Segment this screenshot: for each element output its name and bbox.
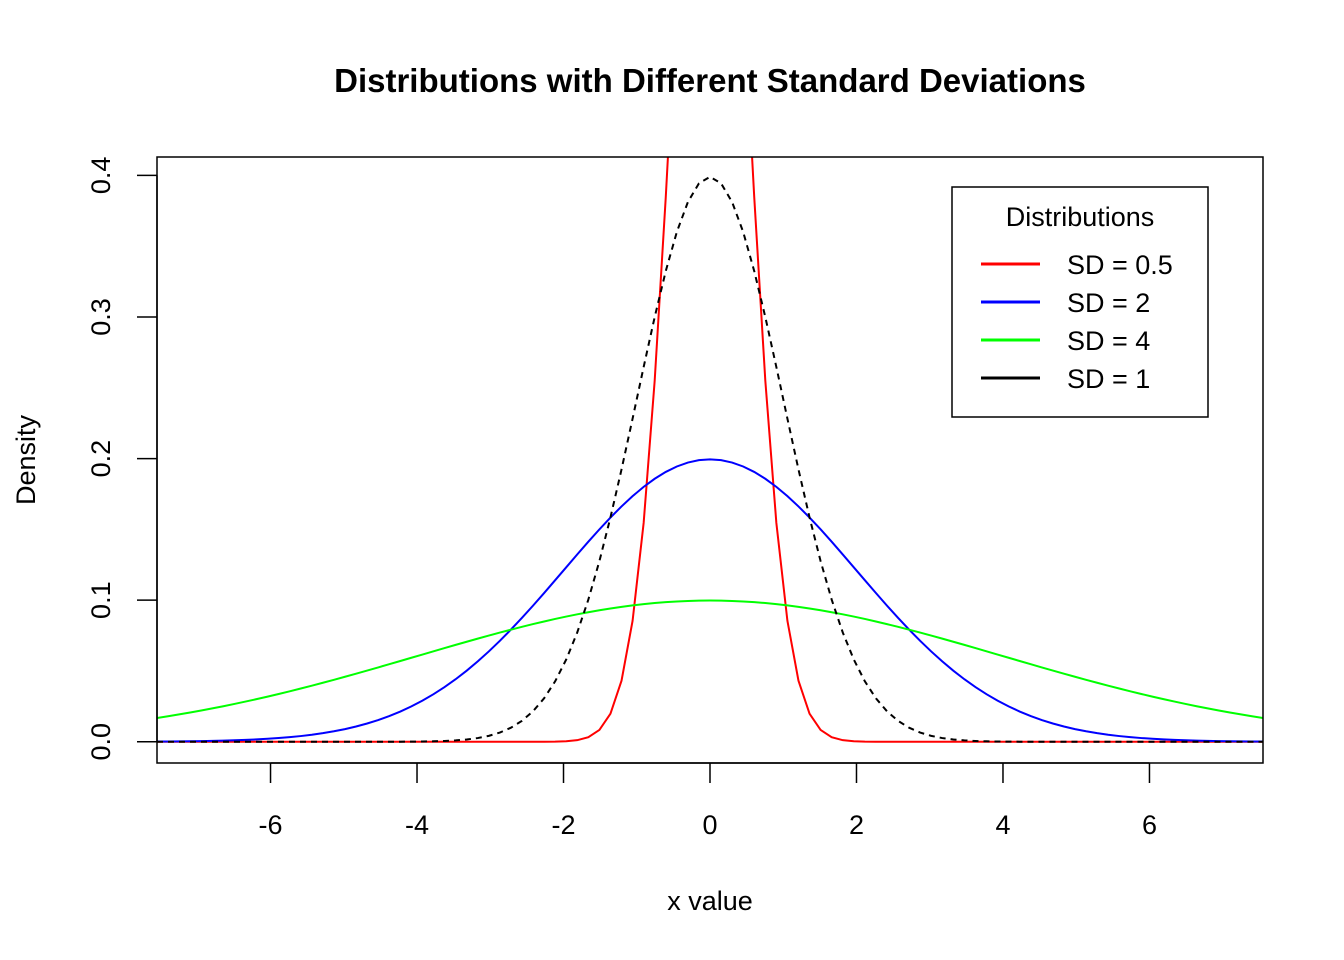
y-tick-label: 0.0 xyxy=(86,723,116,761)
y-tick-label: 0.2 xyxy=(86,440,116,478)
y-tick-label: 0.4 xyxy=(86,157,116,195)
x-tick-label: -2 xyxy=(552,810,576,840)
chart-title: Distributions with Different Standard De… xyxy=(334,62,1086,99)
series-line-2 xyxy=(157,458,1263,743)
legend: Distributions SD = 0.5 SD = 2 SD = 4 SD = 1 xyxy=(951,186,1209,418)
y-tick-label: 0.3 xyxy=(86,298,116,336)
legend-title: Distributions xyxy=(1006,202,1155,232)
legend-entry-label: SD = 4 xyxy=(1067,326,1150,356)
series-layer xyxy=(157,157,1263,743)
x-axis: -6 -4 -2 0 2 4 6 xyxy=(259,762,1157,840)
x-tick-label: 0 xyxy=(702,810,717,840)
series-line-1 xyxy=(157,157,1263,743)
x-tick-label: 4 xyxy=(995,810,1010,840)
x-axis-label: x value xyxy=(667,886,753,916)
series-line-3 xyxy=(157,599,1263,719)
y-axis: 0.0 0.1 0.2 0.3 0.4 xyxy=(86,157,158,761)
x-tick-label: -4 xyxy=(405,810,429,840)
legend-entry-label: SD = 1 xyxy=(1067,364,1150,394)
x-tick-label: -6 xyxy=(259,810,283,840)
y-axis-label: Density xyxy=(11,414,41,505)
x-tick-label: 6 xyxy=(1142,810,1157,840)
y-tick-label: 0.1 xyxy=(86,581,116,619)
legend-entries: SD = 0.5 SD = 2 SD = 4 SD = 1 xyxy=(981,250,1173,394)
legend-entry-label: SD = 0.5 xyxy=(1067,250,1173,280)
legend-entry-label: SD = 2 xyxy=(1067,288,1150,318)
x-tick-label: 2 xyxy=(849,810,864,840)
